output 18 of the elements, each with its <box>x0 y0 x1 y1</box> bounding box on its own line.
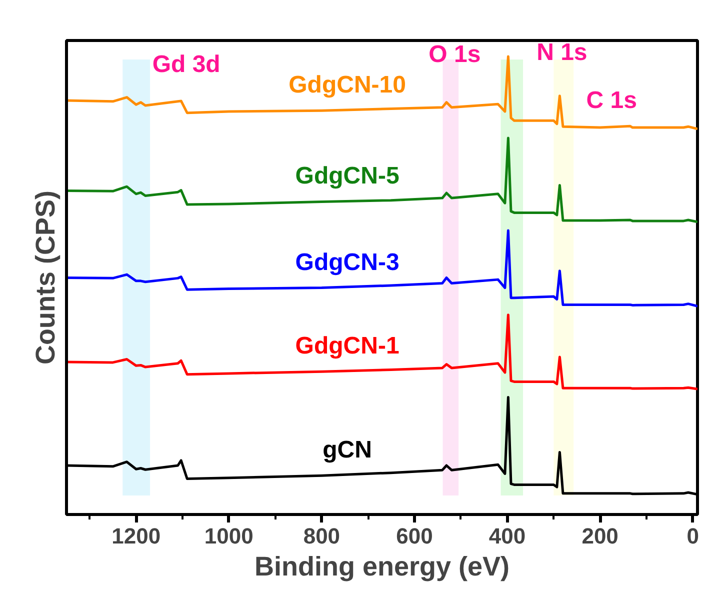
x-tick-label: 1200 <box>112 524 161 548</box>
x-tick-label: 1000 <box>204 524 254 548</box>
series-label: gCN <box>322 436 372 464</box>
series-label: GdgCN-1 <box>295 332 400 360</box>
x-tick-label: 0 <box>686 524 699 548</box>
annotation: N 1s <box>536 39 588 66</box>
series-label: GdgCN-10 <box>288 72 406 99</box>
annotation: Gd 3d <box>152 51 220 78</box>
x-axis-title: Binding energy (eV) <box>254 552 510 582</box>
x-tick-label: 200 <box>582 524 618 548</box>
x-tick-label: 600 <box>396 524 433 548</box>
series-label: GdgCN-5 <box>295 162 400 190</box>
annotation: O 1s <box>428 41 481 68</box>
annotation: C 1s <box>586 87 637 114</box>
x-tick-label: 400 <box>488 524 526 548</box>
series-label: GdgCN-3 <box>295 248 400 276</box>
x-tick-label: 800 <box>303 524 340 548</box>
y-axis-title: Counts (CPS) <box>30 190 60 364</box>
